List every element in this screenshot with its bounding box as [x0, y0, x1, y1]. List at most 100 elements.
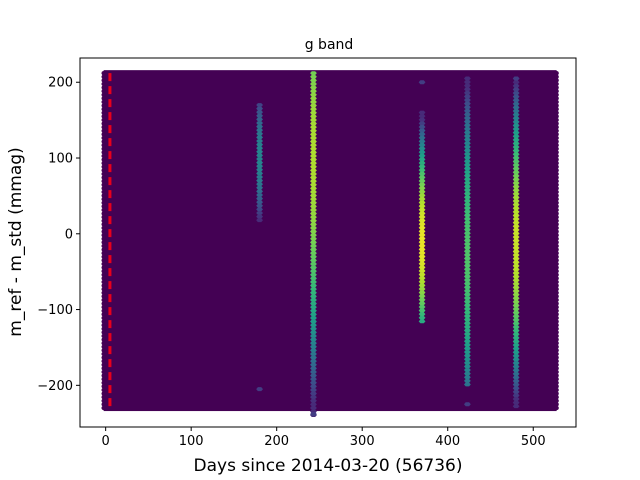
hexbin-cell — [256, 207, 263, 212]
hexbin-cell — [418, 207, 426, 212]
hexbin-cell — [512, 112, 520, 117]
hexbin-cell — [512, 397, 520, 401]
hexbin-edge-cell — [554, 362, 559, 367]
hexbin-cell — [256, 160, 263, 165]
hexbin-cell — [512, 307, 520, 311]
hexbin-cell — [463, 112, 471, 117]
hexbin-cell — [310, 272, 317, 277]
hexbin-cell — [310, 143, 317, 148]
hexbin-edge-cell — [554, 308, 559, 313]
hexbin-cell — [463, 116, 471, 120]
hexbin-cell — [310, 330, 317, 335]
hexbin-cell — [512, 393, 520, 398]
hexbin-edge-cell — [101, 394, 106, 400]
hexbin-cell — [418, 276, 426, 281]
hexbin-edge-cell — [554, 384, 559, 389]
hexbin-edge-cell — [554, 78, 559, 83]
hexbin-cell — [310, 287, 317, 292]
hexbin-cell — [310, 182, 317, 187]
hexbin-cell — [463, 130, 471, 135]
hexbin-edge-cell — [101, 186, 106, 191]
hexbin-cell — [512, 209, 520, 214]
hexbin-edge-cell — [554, 276, 559, 281]
hexbin-cell — [463, 224, 471, 228]
hexbin-edge-cell — [101, 74, 106, 79]
hexbin-edge-cell — [101, 218, 106, 223]
hexbin-edge-cell — [101, 182, 106, 187]
hexbin-edge-cell — [554, 189, 559, 195]
hexbin-cell — [310, 341, 317, 346]
hexbin-edge-cell — [101, 333, 106, 339]
hexbin-edge-cell — [101, 88, 106, 94]
hexbin-cell — [310, 373, 317, 378]
hexbin-cell — [310, 334, 317, 338]
hexbin-edge-cell — [554, 200, 559, 205]
hexbin-cell — [310, 391, 317, 396]
hexbin-cell — [418, 200, 426, 205]
x-tick-label: 0 — [102, 434, 110, 449]
hexbin-cell — [463, 180, 471, 185]
hexbin-cell — [512, 101, 520, 106]
hexbin-edge-cell — [101, 340, 106, 346]
hexbin-cell — [418, 301, 426, 306]
hexbin-edge-cell — [554, 171, 559, 177]
hexbin-edge-cell — [101, 214, 106, 220]
hexbin-cell — [418, 305, 426, 309]
hexbin-cell — [310, 280, 317, 284]
hexbin-cell — [463, 141, 471, 146]
hexbin-cell — [256, 189, 263, 194]
hexbin-cell — [463, 123, 471, 128]
hexbin-cell — [310, 283, 317, 288]
hexbin-edge-cell — [554, 153, 559, 159]
hexbin-cell — [512, 350, 520, 355]
hexbin-cell — [418, 171, 426, 176]
hexbin-edge-cell — [101, 272, 106, 277]
hexbin-cell — [512, 271, 520, 275]
hexbin-cell — [310, 384, 317, 389]
hexbin-edge-cell — [101, 308, 106, 313]
hexbin-cell — [310, 136, 317, 140]
hexbin-cell — [512, 256, 520, 261]
hexbin-cell — [512, 361, 520, 365]
hexbin-cell — [512, 263, 520, 268]
hexbin-edge-cell — [101, 376, 106, 382]
hexbin-cell — [463, 328, 471, 333]
hexbin-cell — [418, 229, 426, 234]
hexbin-cell — [310, 150, 317, 155]
hexbin-cell — [463, 342, 471, 347]
hexbin-cell — [310, 96, 317, 101]
hexbin-cell — [463, 191, 471, 196]
hexbin-cell — [463, 76, 471, 81]
hexbin-cell — [463, 296, 471, 300]
hexbin-cell — [310, 128, 317, 133]
hexbin-cell — [256, 117, 263, 122]
hexbin-cell — [310, 290, 317, 295]
hexbin-edge-cell — [101, 157, 106, 162]
hexbin-cell — [418, 290, 426, 295]
hexbin-edge-cell — [554, 236, 559, 241]
hexbin-edge-cell — [554, 128, 559, 133]
hexbin-edge-cell — [101, 301, 106, 306]
hexbin-edge-cell — [554, 193, 559, 198]
hexbin-cell — [463, 98, 471, 102]
hexbin-edge-cell — [554, 232, 559, 238]
hexbin-edge-cell — [554, 196, 559, 202]
hexbin-edge-cell — [554, 322, 559, 328]
hexbin-edge-cell — [554, 146, 559, 151]
hexbin-cell — [310, 218, 317, 223]
hexbin-cell — [418, 179, 426, 183]
hexbin-cell — [310, 154, 317, 158]
hexbin-cell — [512, 195, 520, 200]
hexbin-cell — [310, 118, 317, 122]
hexbin-cell — [512, 116, 520, 121]
hexbin-cell — [512, 274, 520, 279]
hexbin-cell — [463, 108, 471, 113]
hexbin-cell — [418, 215, 426, 219]
hexbin-edge-cell — [554, 373, 559, 378]
hexbin-cell — [512, 375, 520, 380]
hexbin-cell — [512, 80, 520, 85]
hexbin-cell — [310, 236, 317, 241]
hexbin-cell — [463, 263, 471, 268]
hexbin-cell — [310, 186, 317, 191]
hexbin-cell — [463, 238, 471, 243]
